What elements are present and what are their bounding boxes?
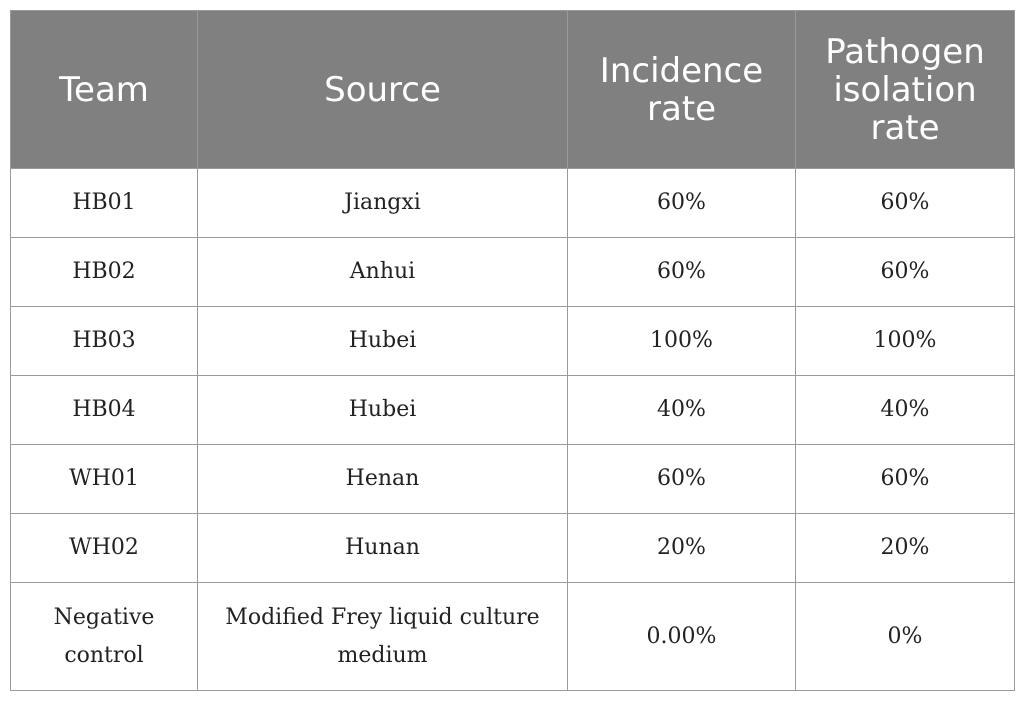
cell-team: HB02 [10,237,198,307]
header-source: Source [197,10,568,169]
header-team: Team [10,10,198,169]
cell-team: Negative control [10,582,198,691]
cell-source: Modified Frey liquid culture medium [197,582,568,691]
table-row: WH02 Hunan 20% 20% [10,513,1015,583]
table-header-row: Team Source Incidence rate Pathogen isol… [10,10,1015,169]
cell-source: Hubei [197,306,568,376]
cell-team: WH02 [10,513,198,583]
cell-incidence-rate: 100% [567,306,796,376]
cell-team: HB03 [10,306,198,376]
cell-pathogen-isolation-rate: 60% [795,237,1015,307]
table-row: HB02 Anhui 60% 60% [10,237,1015,307]
cell-pathogen-isolation-rate: 40% [795,375,1015,445]
cell-pathogen-isolation-rate: 100% [795,306,1015,376]
cell-team: WH01 [10,444,198,514]
cell-source: Jiangxi [197,168,568,238]
cell-team: HB04 [10,375,198,445]
header-incidence-rate: Incidence rate [567,10,796,169]
cell-source: Henan [197,444,568,514]
cell-team: HB01 [10,168,198,238]
cell-source: Hubei [197,375,568,445]
cell-incidence-rate: 60% [567,237,796,307]
table-row: HB01 Jiangxi 60% 60% [10,168,1015,238]
cell-incidence-rate: 60% [567,444,796,514]
results-table: Team Source Incidence rate Pathogen isol… [10,10,1015,691]
cell-incidence-rate: 0.00% [567,582,796,691]
cell-pathogen-isolation-rate: 20% [795,513,1015,583]
cell-source: Anhui [197,237,568,307]
header-pathogen-isolation-rate: Pathogen isolation rate [795,10,1015,169]
table-row: Negative control Modified Frey liquid cu… [10,582,1015,691]
cell-incidence-rate: 40% [567,375,796,445]
table-row: WH01 Henan 60% 60% [10,444,1015,514]
cell-incidence-rate: 20% [567,513,796,583]
cell-incidence-rate: 60% [567,168,796,238]
table-row: HB04 Hubei 40% 40% [10,375,1015,445]
cell-source: Hunan [197,513,568,583]
table-row: HB03 Hubei 100% 100% [10,306,1015,376]
cell-pathogen-isolation-rate: 0% [795,582,1015,691]
cell-pathogen-isolation-rate: 60% [795,444,1015,514]
cell-pathogen-isolation-rate: 60% [795,168,1015,238]
